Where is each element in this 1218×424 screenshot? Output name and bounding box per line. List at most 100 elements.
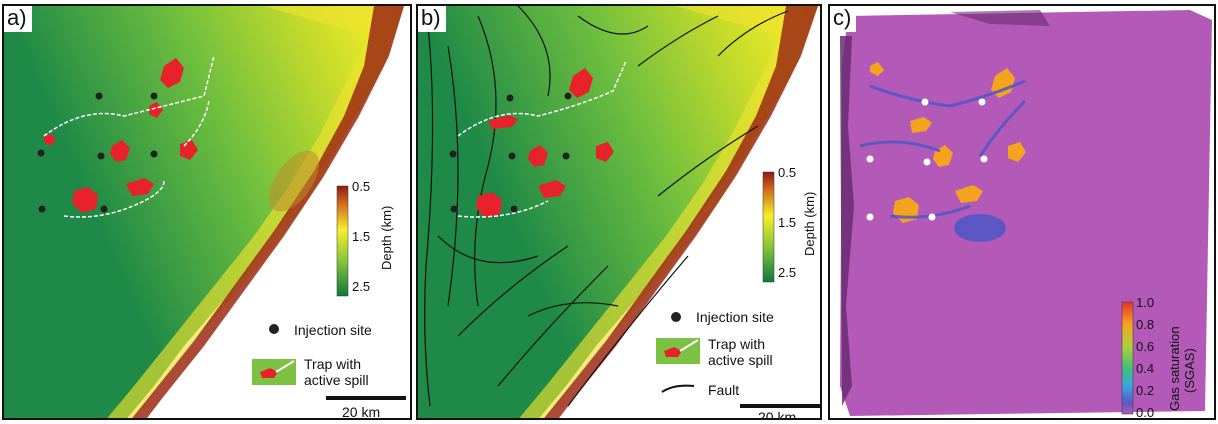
injection-site-legend-icon (671, 312, 681, 322)
legend-trap-line1: Trap with (304, 356, 362, 372)
fault-legend-icon (661, 384, 695, 393)
gas-saturation-map (840, 10, 1212, 416)
colorbar-tick: 2.5 (778, 265, 797, 280)
colorbar-title-b: Depth (km) (802, 191, 817, 256)
injection-site (508, 152, 516, 160)
fault (577, 15, 649, 35)
legend-injection-label: Injection site (696, 309, 774, 325)
gas-plume (910, 117, 932, 133)
legend-trap-line1: Trap with (708, 336, 766, 352)
legend-trap-label: Trap with active spill (304, 356, 369, 388)
colorbar-tick: 0.5 (352, 179, 371, 194)
gas-plume (955, 185, 983, 203)
fault (474, 15, 497, 307)
injection-site (37, 149, 45, 157)
depth-colorbar (336, 185, 349, 297)
spill-path (457, 200, 549, 218)
fault (517, 6, 551, 97)
trap (538, 180, 566, 198)
scale-bar (740, 404, 820, 408)
scale-label-b: 20 km (758, 409, 797, 420)
trap (110, 140, 130, 162)
panel-c-gas-saturation: c) 1.0 0.8 0.6 0.4 0.2 0.0 Gas saturatio… (828, 4, 1216, 420)
trap (72, 187, 98, 213)
fault (437, 235, 539, 264)
trap (476, 192, 502, 218)
depth-map-a (4, 6, 406, 418)
gas-colorbar (1121, 301, 1134, 415)
fault (447, 45, 459, 307)
injection-site-group (866, 98, 988, 221)
gas-low-group (859, 79, 1027, 219)
injection-site (97, 152, 105, 160)
spill-path-group (457, 60, 627, 218)
trap (488, 115, 518, 129)
trap (44, 134, 56, 146)
injection-site (980, 155, 988, 163)
colorbar-title-line2: (SGAS) (1182, 348, 1197, 393)
terrain-escarpment (544, 6, 818, 418)
gas-migration (869, 79, 1026, 108)
fault (497, 265, 609, 387)
legend-trap-label: Trap with active spill (708, 336, 773, 368)
terrain-high (269, 150, 319, 212)
trap-group (44, 58, 198, 213)
depth-colorbar (762, 171, 775, 283)
injection-site (506, 94, 514, 102)
colorbar-tick: 2.5 (352, 279, 371, 294)
panel-label-a: a) (4, 6, 32, 32)
injection-site (100, 205, 108, 213)
panel-a-depth-map: a) 0.5 1.5 2.5 Depth (km) Injection site… (2, 4, 412, 420)
gas-plume (870, 62, 884, 76)
scale-bar (326, 396, 406, 400)
gas-plume (1008, 142, 1026, 162)
gas-low-pool (954, 214, 1006, 242)
injection-site (921, 98, 929, 106)
colorbar-title-c: Gas saturation (SGAS) (1167, 326, 1197, 411)
colorbar-tick: 0.6 (1136, 339, 1155, 354)
spill-legend-line (275, 360, 295, 373)
panel-label-c: c) (830, 6, 857, 32)
injection-site-group (37, 92, 158, 213)
trap (160, 58, 184, 88)
injection-site (562, 152, 570, 160)
injection-site-legend-icon (269, 324, 279, 334)
injection-site (978, 98, 986, 106)
spill-path (457, 60, 627, 137)
scale-label-a: 20 km (342, 404, 381, 420)
fault (457, 245, 569, 337)
legend-trap-line2: active spill (708, 352, 773, 368)
fault (637, 15, 719, 67)
colorbar-tick: 0.5 (778, 165, 797, 180)
spill-path (63, 180, 165, 218)
spill-legend-line (679, 339, 699, 352)
trap-group (476, 68, 614, 218)
trap (528, 145, 548, 167)
trap-legend-shape (664, 347, 682, 357)
trap (149, 102, 163, 118)
injection-site (95, 92, 103, 100)
trap (596, 142, 614, 162)
colorbar-tick: 0.8 (1136, 317, 1155, 332)
injection-site (450, 205, 458, 213)
fault (567, 255, 689, 407)
surface-edge-shadow (840, 36, 854, 406)
trap (126, 178, 154, 196)
spill-path (43, 55, 215, 137)
injection-site (38, 205, 46, 213)
colorbar-tick: 0.0 (1136, 405, 1155, 420)
fault (424, 25, 434, 407)
colorbar-tick: 0.4 (1136, 361, 1155, 376)
injection-site (150, 150, 158, 158)
gas-surface (840, 10, 1212, 416)
injection-site (866, 155, 874, 163)
colorbar-title-a: Depth (km) (379, 205, 394, 270)
depth-map-b (418, 6, 820, 418)
injection-site-group (449, 92, 572, 213)
trap (569, 68, 593, 98)
colorbar-tick: 0.2 (1136, 383, 1155, 398)
legend-fault-label: Fault (708, 382, 740, 398)
injection-site (923, 158, 931, 166)
panel-label-b: b) (418, 6, 446, 32)
injection-site (510, 205, 518, 213)
